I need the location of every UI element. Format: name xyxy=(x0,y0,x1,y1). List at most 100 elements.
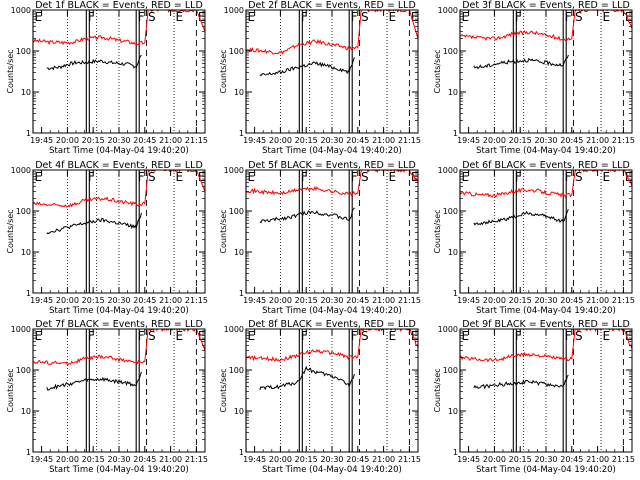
x-tick-label: 20:45 xyxy=(346,136,369,145)
x-axis-label: Start Time (04-May-04 19:40:20) xyxy=(262,146,402,156)
marker-label: F xyxy=(351,170,358,184)
panel-title: Det 9f BLACK = Events, RED = LLD xyxy=(462,319,630,330)
lld-series-line xyxy=(460,170,632,199)
series-group xyxy=(460,170,632,226)
marker-label: E xyxy=(389,329,397,343)
y-axis-label: Counts/sec xyxy=(219,49,228,93)
y-tick-label: 1 xyxy=(239,289,244,298)
x-tick-label: 20:15 xyxy=(82,455,105,464)
y-axis-label: Counts/sec xyxy=(6,368,15,412)
x-tick-label: 20:45 xyxy=(133,296,156,305)
marker-label: E xyxy=(198,170,206,184)
x-tick-label: 19:45 xyxy=(243,455,266,464)
x-tick-label: 20:15 xyxy=(509,455,532,464)
marker-label: S xyxy=(575,170,583,184)
x-tick-label: 21:15 xyxy=(398,455,421,464)
marker-label: E xyxy=(248,329,256,343)
y-tick-label: 100 xyxy=(229,207,244,216)
marker-label: E xyxy=(389,170,397,184)
x-tick-label: 19:45 xyxy=(30,455,53,464)
lld-series-line xyxy=(33,329,205,367)
y-tick-label: 1 xyxy=(453,289,458,298)
y-axis-label: Counts/sec xyxy=(6,49,15,93)
lld-series-line xyxy=(246,329,418,362)
x-tick-label: 20:45 xyxy=(133,455,156,464)
panel-title: Det 8f BLACK = Events, RED = LLD xyxy=(248,319,416,330)
marker-label: F xyxy=(138,329,145,343)
marker-label: F xyxy=(301,170,308,184)
x-tick-label: 21:15 xyxy=(185,296,208,305)
x-tick-label: 20:45 xyxy=(560,296,583,305)
y-tick-label: 10 xyxy=(448,407,458,416)
x-tick-label: 20:30 xyxy=(107,455,130,464)
x-tick-label: 21:15 xyxy=(185,455,208,464)
marker-label: S xyxy=(575,10,583,24)
y-axis-label: Counts/sec xyxy=(6,209,15,253)
marker-label: E xyxy=(198,10,206,24)
x-tick-label: 20:30 xyxy=(320,455,343,464)
marker-label: F xyxy=(88,329,95,343)
series-group xyxy=(460,329,632,390)
x-axis-label: Start Time (04-May-04 19:40:20) xyxy=(262,465,402,475)
x-tick-label: 21:00 xyxy=(586,136,609,145)
lld-series-line xyxy=(246,10,418,55)
events-series-line xyxy=(259,365,355,391)
marker-label: E xyxy=(35,329,43,343)
y-tick-label: 100 xyxy=(443,47,458,56)
x-axis-label: Start Time (04-May-04 19:40:20) xyxy=(49,465,189,475)
x-tick-label: 20:45 xyxy=(346,296,369,305)
marker-label: F xyxy=(515,10,522,24)
events-series-line xyxy=(259,57,355,77)
marker-label: E xyxy=(625,329,633,343)
marker-label: F xyxy=(515,329,522,343)
series-group xyxy=(246,10,418,77)
marker-label: F xyxy=(515,170,522,184)
x-tick-label: 20:45 xyxy=(560,455,583,464)
marker-label: E xyxy=(462,170,470,184)
marker-label: E xyxy=(603,170,611,184)
lld-series-line xyxy=(33,10,205,46)
x-tick-label: 19:45 xyxy=(457,455,480,464)
x-tick-label: 21:00 xyxy=(159,296,182,305)
x-tick-label: 21:00 xyxy=(372,136,395,145)
events-series-line xyxy=(46,54,142,71)
y-axis-label: Counts/sec xyxy=(433,209,442,253)
series-group xyxy=(33,170,205,235)
x-tick-label: 19:45 xyxy=(30,296,53,305)
x-tick-label: 20:00 xyxy=(269,136,292,145)
x-tick-label: 20:30 xyxy=(534,296,557,305)
events-series-line xyxy=(259,207,355,224)
x-tick-label: 21:00 xyxy=(372,455,395,464)
x-tick-label: 21:15 xyxy=(185,136,208,145)
lld-series-line xyxy=(246,170,418,197)
x-tick-label: 20:30 xyxy=(320,296,343,305)
x-tick-label: 20:45 xyxy=(560,136,583,145)
x-tick-label: 20:45 xyxy=(346,455,369,464)
marker-label: E xyxy=(176,10,184,24)
x-tick-label: 20:00 xyxy=(56,136,79,145)
y-tick-label: 1000 xyxy=(438,325,458,334)
x-tick-label: 20:15 xyxy=(82,136,105,145)
x-tick-label: 21:15 xyxy=(398,136,421,145)
y-tick-label: 10 xyxy=(234,248,244,257)
x-tick-label: 21:00 xyxy=(586,296,609,305)
marker-label: S xyxy=(361,10,369,24)
marker-label: F xyxy=(138,10,145,24)
y-tick-label: 10 xyxy=(448,88,458,97)
y-tick-label: 10 xyxy=(234,407,244,416)
x-tick-label: 20:15 xyxy=(509,136,532,145)
x-tick-label: 20:00 xyxy=(56,455,79,464)
y-axis-label: Counts/sec xyxy=(433,49,442,93)
marker-label: E xyxy=(625,170,633,184)
lld-series-line xyxy=(460,329,632,363)
events-series-line xyxy=(473,209,569,226)
marker-label: S xyxy=(148,170,156,184)
series-group xyxy=(33,329,205,391)
y-tick-label: 100 xyxy=(229,47,244,56)
